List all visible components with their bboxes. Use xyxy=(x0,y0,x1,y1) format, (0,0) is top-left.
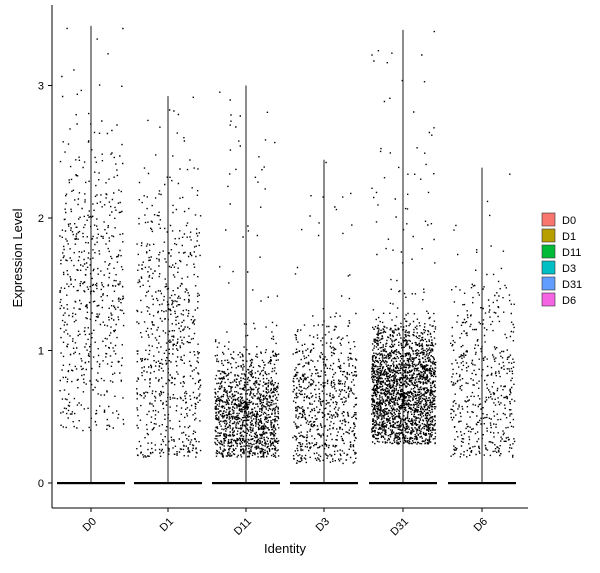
legend: D0 D1 D11 D3 D31 D6 xyxy=(541,212,582,307)
y-ticks: 0 1 2 3 xyxy=(38,81,52,490)
legend-label: D3 xyxy=(562,263,576,275)
legend-key-D31 xyxy=(541,276,556,291)
x-tick-label: D3 xyxy=(314,516,332,534)
legend-label: D6 xyxy=(562,295,576,307)
legend-label: D0 xyxy=(562,215,576,227)
x-tick-label: D31 xyxy=(388,516,411,539)
axes-layer xyxy=(51,5,528,509)
zero-band xyxy=(134,482,202,485)
y-tick-label: 3 xyxy=(38,81,44,93)
legend-label: D11 xyxy=(562,247,581,259)
legend-key-D11 xyxy=(541,244,556,259)
points-layer xyxy=(59,27,516,465)
legend-key-D1 xyxy=(541,228,556,243)
x-axis-title: Identity xyxy=(264,541,306,556)
x-tick-label: D6 xyxy=(472,516,490,534)
zero-band xyxy=(369,482,437,485)
jitter-points xyxy=(59,27,516,465)
legend-label: D1 xyxy=(562,231,576,243)
x-tick-label: D0 xyxy=(81,516,99,534)
x-tick-label: D11 xyxy=(232,516,254,538)
y-axis-title: Expression Level xyxy=(10,208,25,307)
y-tick-label: 0 xyxy=(38,478,44,490)
violins-layer xyxy=(57,25,516,485)
legend-key-D6 xyxy=(541,292,556,307)
y-tick-label: 1 xyxy=(38,346,44,358)
zero-band xyxy=(57,482,125,485)
zero-band xyxy=(212,482,280,485)
zero-band xyxy=(448,482,516,485)
x-tick-label: D1 xyxy=(158,516,176,534)
zero-band xyxy=(290,482,358,485)
legend-key-D3 xyxy=(541,260,556,275)
legend-label: D31 xyxy=(562,279,582,291)
x-ticks: D0 D1 D11 D3 D31 D6 xyxy=(81,508,490,538)
legend-key-D0 xyxy=(541,212,556,227)
y-tick-label: 2 xyxy=(38,213,44,225)
